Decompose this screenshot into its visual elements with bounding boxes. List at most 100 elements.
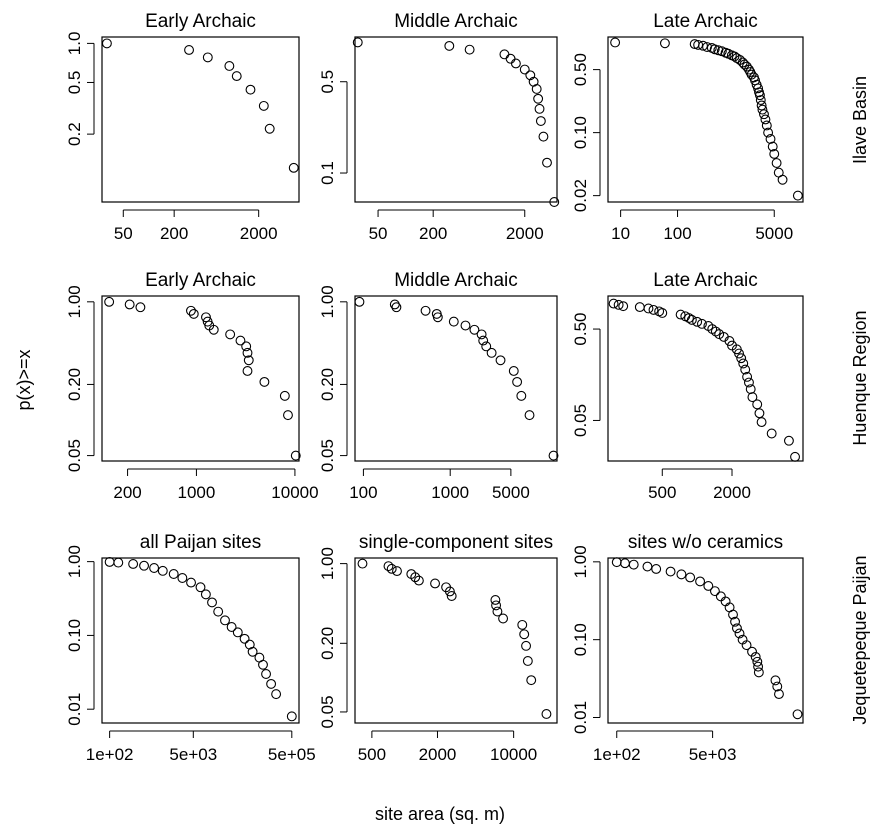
data-point [113, 557, 124, 568]
panel: single-component sites 500 2000 10000 1.00 0.… [318, 532, 558, 764]
data-point [519, 64, 530, 75]
data-point [709, 44, 720, 55]
data-point [124, 299, 135, 310]
x-tick-label: 2000 [419, 745, 457, 764]
data-point [659, 38, 670, 49]
data-point [709, 586, 720, 597]
y-tick-label: 0.05 [65, 439, 84, 472]
y-tick-label: 0.01 [571, 701, 590, 734]
y-tick-label: 0.50 [571, 313, 590, 346]
data-point [770, 675, 781, 686]
row-label-ilave-basin: Ilave Basin [850, 76, 870, 164]
x-tick-label: 2000 [506, 224, 544, 243]
data-point [391, 302, 402, 313]
data-point [354, 296, 365, 307]
data-point [499, 49, 510, 60]
x-tick-label: 1e+02 [86, 745, 134, 764]
y-tick-label: 0.10 [571, 623, 590, 656]
data-point [693, 39, 704, 50]
y-tick-label: 1.00 [318, 285, 337, 318]
data-point [534, 103, 545, 114]
data-point [740, 364, 751, 375]
data-point [247, 646, 258, 657]
data-point [743, 377, 754, 388]
data-point [188, 308, 199, 319]
x-tick-label: 5e+03 [689, 745, 737, 764]
data-point [245, 84, 256, 95]
data-point [512, 376, 523, 387]
data-point [357, 558, 368, 569]
panel-title: single-component sites [359, 532, 553, 553]
panel-title: all Paijan sites [140, 532, 261, 553]
y-tick-label: 1.0 [65, 32, 84, 56]
data-point [766, 428, 777, 439]
data-point [491, 600, 502, 611]
data-point [702, 42, 713, 52]
data-point [752, 656, 763, 667]
data-point [444, 40, 455, 51]
data-point [389, 299, 400, 310]
data-point [728, 609, 738, 620]
x-tick-label: 200 [113, 483, 141, 502]
data-point [432, 312, 443, 323]
data-point [386, 563, 397, 574]
x-tick-label: 200 [419, 224, 447, 243]
data-point [460, 320, 471, 331]
data-point [225, 329, 236, 340]
panel: all Paijan sites 1e+02 5e+03 5e+05 1.00 0.10 0… [65, 532, 316, 764]
data-point [288, 162, 299, 173]
x-tick-label: 5000 [755, 224, 793, 243]
data-point [756, 417, 767, 428]
data-point [259, 376, 270, 387]
data-point [790, 451, 800, 462]
x-tick-label: 2000 [713, 483, 751, 502]
data-point [235, 335, 246, 346]
data-point [752, 399, 763, 410]
data-point [104, 296, 115, 307]
data-point [628, 559, 639, 570]
data-point [208, 324, 219, 335]
panel: Middle Archaic 100 1000 5000 1.00 0.20 0.05 [318, 270, 559, 502]
data-point [464, 44, 475, 55]
plot-frame [607, 557, 804, 724]
data-point [777, 174, 788, 185]
data-point [611, 557, 622, 568]
data-point [675, 309, 686, 320]
data-point [495, 355, 506, 366]
x-tick-label: 500 [358, 745, 386, 764]
data-point [634, 302, 645, 313]
data-point [526, 675, 537, 686]
data-point [610, 37, 621, 48]
data-point [510, 58, 521, 69]
data-point [476, 329, 487, 340]
row-label-huenque-region: Huenque Region [850, 310, 870, 445]
data-point [186, 305, 196, 316]
y-tick-label: 0.05 [318, 439, 337, 472]
data-point [177, 573, 188, 583]
data-point [242, 366, 253, 376]
data-point [734, 628, 745, 639]
data-point [524, 410, 535, 421]
data-point [213, 606, 224, 617]
data-point [684, 313, 694, 323]
x-tick-label: 100 [663, 224, 691, 243]
data-point [242, 347, 253, 358]
data-point [478, 335, 489, 346]
panel-title: Middle Archaic [394, 11, 518, 32]
data-point [676, 569, 687, 580]
data-point [261, 669, 272, 679]
data-point [753, 661, 764, 672]
data-point [696, 318, 707, 329]
data-point [505, 53, 516, 64]
data-point [149, 563, 160, 573]
data-point [731, 623, 742, 634]
data-point [542, 157, 552, 168]
data-point [620, 558, 630, 569]
panel-title: Early Archaic [145, 270, 256, 291]
data-point [783, 435, 794, 446]
panel: Early Archaic 50 200 2000 1.0 0.5 0.2 [65, 11, 300, 243]
data-point [243, 355, 254, 366]
y-tick-label: 0.2 [65, 122, 84, 146]
panel-title: Late Archaic [653, 270, 758, 291]
plot-frame [101, 295, 300, 462]
